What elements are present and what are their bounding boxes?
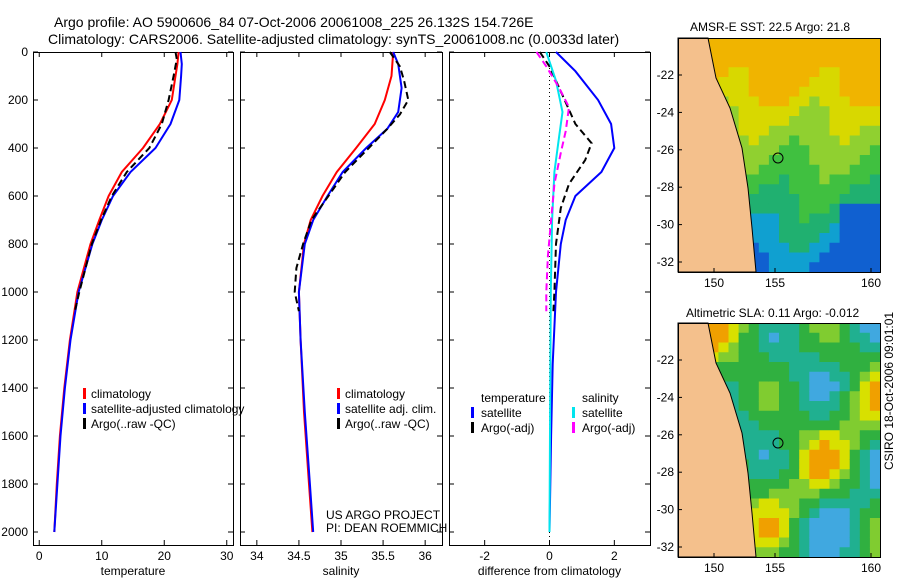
x-axis-label: salinity bbox=[323, 564, 360, 578]
legend-label: climatology bbox=[91, 387, 151, 401]
x-tick-label: 35.5 bbox=[371, 549, 395, 563]
legend-group-salinity: salinity bbox=[582, 391, 619, 405]
legend-swatch bbox=[337, 418, 340, 429]
x-tick-label: 20 bbox=[158, 549, 172, 563]
legend-swatch bbox=[471, 407, 474, 418]
x-tick-label: 0 bbox=[546, 549, 553, 563]
legend-swatch bbox=[83, 418, 86, 429]
y-tick-label: 1200 bbox=[1, 333, 28, 347]
figure-title-line2: Climatology: CARS2006. Satellite-adjuste… bbox=[48, 31, 620, 47]
series-line-temperature-argo-adj- bbox=[538, 51, 593, 312]
legend-label: Argo(..raw -QC) bbox=[345, 417, 430, 431]
legend-label: Argo(-adj) bbox=[582, 421, 635, 435]
x-tick-label: 34 bbox=[250, 549, 264, 563]
y-tick-label: 200 bbox=[8, 93, 28, 107]
series-line-satellite-adj-clim- bbox=[297, 51, 403, 533]
series-line-satellite-adjusted-climatology bbox=[53, 51, 183, 533]
y-tick-label: 0 bbox=[21, 45, 28, 59]
y-tick-label: 1600 bbox=[1, 429, 28, 443]
legend-label: satellite adj. clim. bbox=[345, 402, 436, 416]
y-tick-label: 2000 bbox=[1, 525, 28, 539]
x-tick-label: 2 bbox=[611, 549, 618, 563]
legend-swatch bbox=[83, 403, 86, 414]
x-tick-label: 36 bbox=[418, 549, 432, 563]
y-tick-label: 1400 bbox=[1, 381, 28, 395]
x-tick-label: 0 bbox=[36, 549, 43, 563]
legend-label: climatology bbox=[345, 387, 405, 401]
y-tick-label: 600 bbox=[8, 189, 28, 203]
legend-label: Argo(..raw -QC) bbox=[91, 417, 176, 431]
series-line-climatology bbox=[53, 51, 180, 533]
x-axis-label: temperature bbox=[101, 564, 166, 578]
series-line-salinity-satellite bbox=[545, 51, 564, 533]
series-line-temperature-satellite bbox=[548, 51, 616, 533]
legend-label: Argo(-adj) bbox=[481, 421, 534, 435]
legend-swatch bbox=[572, 422, 575, 433]
series-line-argo-raw-qc- bbox=[293, 51, 410, 312]
legend-label: satellite-adjusted climatology bbox=[91, 402, 244, 416]
legend-label: satellite bbox=[481, 406, 522, 420]
x-tick-label: -2 bbox=[479, 549, 490, 563]
profile-panel-2: 34 34.5 35 35.5 36 salinity climatologysatelli… bbox=[240, 51, 443, 578]
series-line-climatology bbox=[297, 51, 395, 533]
legend-swatch bbox=[337, 388, 340, 399]
legend-swatch bbox=[471, 422, 474, 433]
sla-map-title: Altimetric SLA: 0.11 Argo: -0.012 bbox=[686, 306, 860, 320]
profile-panel-1: 0 200 400 600 800 1000 1200 1400 1600 1800 2000 0 10… bbox=[1, 45, 244, 578]
figure-title-line1: Argo profile: AO 5900606_84 07-Oct-2006 … bbox=[54, 14, 534, 30]
credit-line1: US ARGO PROJECT bbox=[326, 508, 441, 522]
series-line-salinity-argo-adj- bbox=[535, 51, 571, 312]
series-line-argo-raw-qc- bbox=[73, 51, 178, 312]
legend-group-temperature: temperature bbox=[481, 391, 546, 405]
y-tick-label: 400 bbox=[8, 141, 28, 155]
credit-line2: PI: DEAN ROEMMICH bbox=[326, 521, 448, 535]
legend-swatch bbox=[83, 388, 86, 399]
legend-swatch bbox=[337, 403, 340, 414]
legend-swatch bbox=[572, 407, 575, 418]
x-tick-label: 30 bbox=[220, 549, 234, 563]
y-tick-label: 1000 bbox=[1, 285, 28, 299]
plot-frame bbox=[33, 52, 234, 546]
plot-frame bbox=[240, 52, 443, 546]
x-tick-label: 10 bbox=[95, 549, 109, 563]
x-tick-label: 34.5 bbox=[287, 549, 311, 563]
legend-label: satellite bbox=[582, 406, 623, 420]
x-axis-label: difference from climatology bbox=[478, 564, 621, 578]
sst-map-title: AMSR-E SST: 22.5 Argo: 21.8 bbox=[690, 20, 851, 34]
x-tick-label: 35 bbox=[334, 549, 348, 563]
csiro-timestamp: CSIRO 18-Oct-2006 09:01:01 bbox=[882, 311, 896, 470]
y-tick-label: 1800 bbox=[1, 477, 28, 491]
y-tick-label: 800 bbox=[8, 237, 28, 251]
